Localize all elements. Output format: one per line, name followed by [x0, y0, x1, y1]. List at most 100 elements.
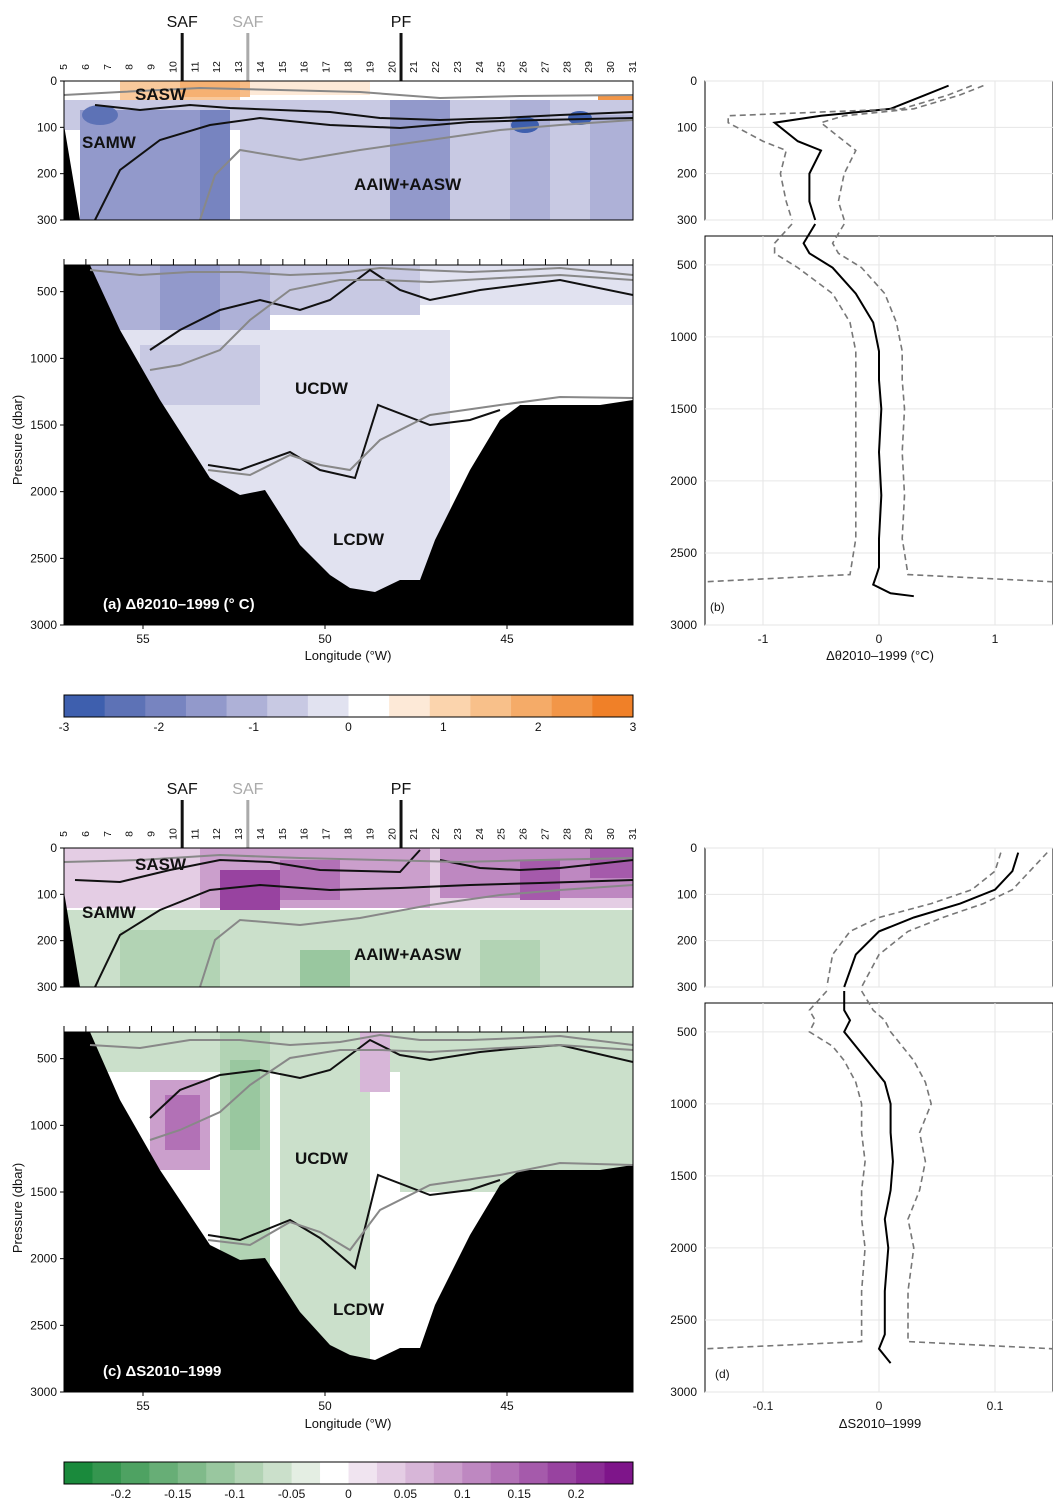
colorbar-tick-label: -3 [59, 720, 70, 734]
water-mass-lcdw-c: LCDW [333, 1300, 385, 1319]
station-label: 22 [430, 828, 442, 840]
station-label: 16 [299, 61, 311, 73]
colorbar-swatch [511, 695, 553, 717]
mean-profile-line [843, 852, 1020, 988]
colorbar-tick-label: -2 [153, 720, 164, 734]
profile-lines-d [704, 852, 1053, 1364]
station-label: 11 [189, 61, 201, 72]
colorbar-swatch [551, 695, 593, 717]
y-tick-label: 1500 [30, 418, 57, 432]
y-tick-label: 1000 [670, 1097, 697, 1111]
colorbar-tick-label: 0.1 [454, 1487, 471, 1501]
station-label: 15 [277, 828, 289, 840]
station-label: 23 [452, 828, 464, 840]
station-label: 12 [211, 61, 223, 73]
y-tick-label: 300 [37, 213, 57, 227]
y-tick-label: 200 [677, 167, 697, 181]
y-tick-label: 0 [690, 841, 697, 855]
colorbar-swatch [149, 1462, 179, 1484]
colorbar-swatch [185, 695, 228, 717]
colorbar-swatch [234, 1462, 264, 1484]
station-label: 30 [605, 828, 617, 840]
y-tick-label: 3000 [670, 1385, 697, 1399]
colorbar-tick-label: 1 [440, 720, 447, 734]
station-label: 15 [277, 61, 289, 73]
fronts-c: SAF SAF PF [167, 781, 412, 860]
colorbar-swatch [576, 1462, 606, 1484]
colorbar-swatch [519, 1462, 549, 1484]
front-label: PF [391, 781, 412, 798]
colorbar-tick-label: -0.2 [111, 1487, 132, 1501]
colorbar-swatch [320, 1462, 349, 1484]
panel-c-label: (c) ΔS2010–1999 [103, 1363, 221, 1380]
station-label: 14 [255, 61, 267, 73]
x-tick-label: -1 [758, 632, 769, 646]
colorbar-swatch [263, 1462, 293, 1484]
station-label: 10 [167, 61, 179, 73]
y-tick-label: 2000 [30, 1252, 57, 1266]
colorbar-swatch [592, 695, 634, 717]
water-mass-ucdw-a: UCDW [295, 379, 349, 398]
water-mass-sasw-c: SASW [135, 855, 187, 874]
colorbar-tick-label: 0 [345, 720, 352, 734]
x-tick-label: 0 [876, 1399, 883, 1413]
colorbar-tick-label: 3 [630, 720, 637, 734]
station-label: 11 [189, 828, 201, 839]
panel-a-temperature-section: SAF SAF PF 5 6 7 8 9 10 11 12 13 14 15 16 17 18 19 20 21 22… [30, 14, 639, 646]
y-tick-label: 1500 [670, 1169, 697, 1183]
station-label: 25 [496, 61, 508, 73]
colorbar-swatch [405, 1462, 435, 1484]
station-labels-a: 5 6 7 8 9 10 11 12 13 14 15 16 17 18 19 20 21 22 23 24 25 26 2… [58, 61, 639, 73]
xlabel-b: Δθ2010–1999 (°C) [826, 648, 934, 663]
water-mass-ucdw-c: UCDW [295, 1149, 349, 1168]
station-label: 9 [146, 831, 158, 837]
station-label: 24 [474, 61, 486, 73]
colorbar-swatch [470, 695, 512, 717]
x-tick-label: 0 [876, 632, 883, 646]
station-label: 31 [627, 61, 639, 73]
colorbar-swatch [547, 1462, 577, 1484]
y-tick-label: 500 [37, 285, 57, 299]
colorbar-swatch [291, 1462, 321, 1484]
x-tick-label: 45 [500, 632, 514, 646]
y-tick-label: 1000 [670, 330, 697, 344]
colorbar-swatch [206, 1462, 236, 1484]
panel-b-label: (b) [710, 600, 725, 614]
colorbar-swatch [92, 1462, 122, 1484]
y-tick-label: 100 [677, 120, 697, 134]
station-label: 18 [343, 61, 355, 73]
colorbar-swatch [389, 695, 431, 717]
bound-profile-line [727, 84, 973, 221]
colorbar-swatch [462, 1462, 492, 1484]
bound-profile-line [831, 223, 1053, 583]
station-label: 22 [430, 61, 442, 73]
station-label: 27 [539, 828, 551, 840]
bound-profile-line [819, 84, 984, 221]
axes-a: 0 100 200 300 500 1000 1500 2000 2500 3000 55 50 45 [30, 74, 634, 646]
bound-profile-line [860, 990, 1053, 1350]
y-tick-label: 3000 [670, 618, 697, 632]
station-label: 20 [386, 828, 398, 840]
colorbar-tick-label: -0.1 [224, 1487, 245, 1501]
xlabel-c: Longitude (°W) [305, 1416, 392, 1431]
panel-a-label: (a) Δθ2010–1999 (° C) [103, 596, 255, 613]
mean-profile-line [772, 84, 949, 221]
colorbar-swatch [490, 1462, 520, 1484]
y-tick-label: 200 [677, 934, 697, 948]
mean-profile-line [802, 223, 914, 598]
station-label: 6 [80, 831, 92, 837]
water-mass-samw-c: SAMW [82, 903, 137, 922]
y-tick-label: 500 [677, 258, 697, 272]
colorbar-swatch [64, 695, 106, 717]
water-mass-aaiw-a: AAIW+AASW [354, 175, 462, 194]
x-tick-label: 50 [318, 1399, 332, 1413]
station-label: 8 [124, 64, 136, 70]
station-label: 26 [518, 61, 530, 73]
station-label: 29 [583, 828, 595, 840]
water-mass-lcdw-a: LCDW [333, 530, 385, 549]
station-label: 20 [386, 61, 398, 73]
colorbar-tick-label: 0.2 [568, 1487, 585, 1501]
front-label: SAF [232, 14, 263, 31]
y-tick-label: 500 [37, 1052, 57, 1066]
